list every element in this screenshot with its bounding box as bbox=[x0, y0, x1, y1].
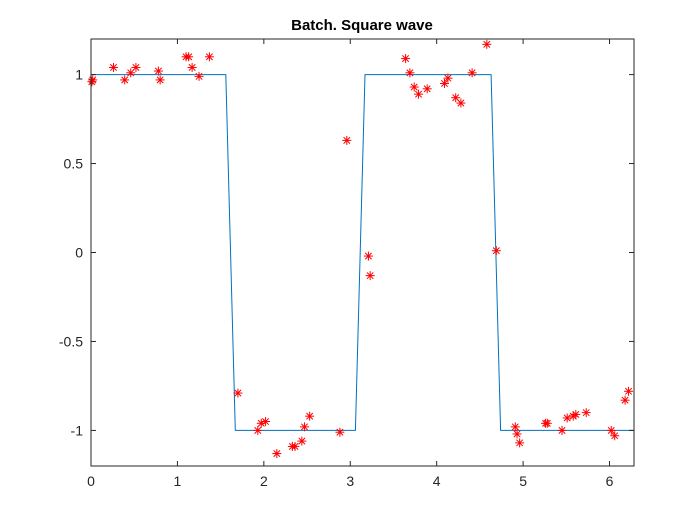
sample-point bbox=[571, 409, 581, 419]
plot-area-background bbox=[91, 39, 634, 466]
sample-point bbox=[557, 425, 567, 435]
sample-point bbox=[155, 75, 165, 85]
y-tick-label: -1 bbox=[71, 422, 84, 438]
sample-point bbox=[253, 425, 263, 435]
sample-point bbox=[568, 411, 578, 421]
sample-point bbox=[510, 422, 520, 432]
sample-point bbox=[439, 78, 449, 88]
sample-point bbox=[562, 413, 572, 423]
y-tick-label: 1 bbox=[75, 67, 83, 83]
sample-point bbox=[272, 449, 282, 459]
sample-point bbox=[184, 52, 194, 62]
chart-title: Batch. Square wave bbox=[291, 17, 433, 34]
y-tick-label: 0.5 bbox=[64, 156, 84, 172]
sample-point bbox=[422, 84, 432, 94]
sample-point bbox=[342, 135, 352, 145]
sample-point bbox=[261, 417, 271, 427]
sample-point bbox=[515, 438, 525, 448]
sample-point bbox=[365, 271, 375, 281]
sample-point bbox=[581, 408, 591, 418]
sample-point bbox=[120, 75, 130, 85]
sample-point bbox=[297, 436, 307, 446]
sample-point bbox=[467, 68, 477, 78]
y-tick-label: -0.5 bbox=[59, 333, 83, 349]
sample-point bbox=[108, 62, 118, 72]
x-tick-label: 6 bbox=[606, 473, 614, 489]
sample-point bbox=[363, 251, 373, 261]
markers-layer bbox=[87, 39, 634, 459]
sample-point bbox=[204, 52, 214, 62]
sample-point bbox=[401, 54, 411, 64]
sample-point bbox=[606, 425, 616, 435]
sample-point bbox=[409, 82, 419, 92]
x-tick-label: 4 bbox=[433, 473, 441, 489]
sample-point bbox=[491, 246, 501, 256]
sample-point bbox=[194, 71, 204, 81]
sample-point bbox=[624, 386, 634, 396]
plot-area-box bbox=[90, 38, 635, 467]
sample-point bbox=[305, 411, 315, 421]
axes-layer: 0 1 2 3 4 5 6 1 0.5 0 -0.5 -1 bbox=[59, 39, 634, 489]
sample-point bbox=[620, 395, 630, 405]
sample-point bbox=[451, 93, 461, 103]
sample-point bbox=[335, 427, 345, 437]
sample-point bbox=[414, 89, 424, 99]
sample-point bbox=[88, 75, 98, 85]
sample-point bbox=[456, 98, 466, 108]
sample-point bbox=[290, 441, 300, 451]
x-tick-label: 3 bbox=[346, 473, 354, 489]
x-tick-label: 5 bbox=[519, 473, 527, 489]
sample-point bbox=[299, 422, 309, 432]
sample-point bbox=[187, 62, 197, 72]
sample-point bbox=[233, 388, 243, 398]
sample-point bbox=[512, 429, 522, 439]
sample-point bbox=[131, 62, 141, 72]
x-tick-label: 0 bbox=[87, 473, 95, 489]
square-wave-line bbox=[91, 74, 634, 431]
sample-point bbox=[542, 418, 552, 428]
sample-point bbox=[443, 73, 453, 83]
sample-point bbox=[153, 66, 163, 76]
sample-point bbox=[405, 68, 415, 78]
y-tick-label: 0 bbox=[75, 245, 83, 261]
x-tick-label: 1 bbox=[174, 473, 182, 489]
x-tick-label: 2 bbox=[260, 473, 268, 489]
sample-point bbox=[482, 39, 492, 49]
lines-layer bbox=[91, 74, 634, 431]
sample-point bbox=[610, 431, 620, 441]
